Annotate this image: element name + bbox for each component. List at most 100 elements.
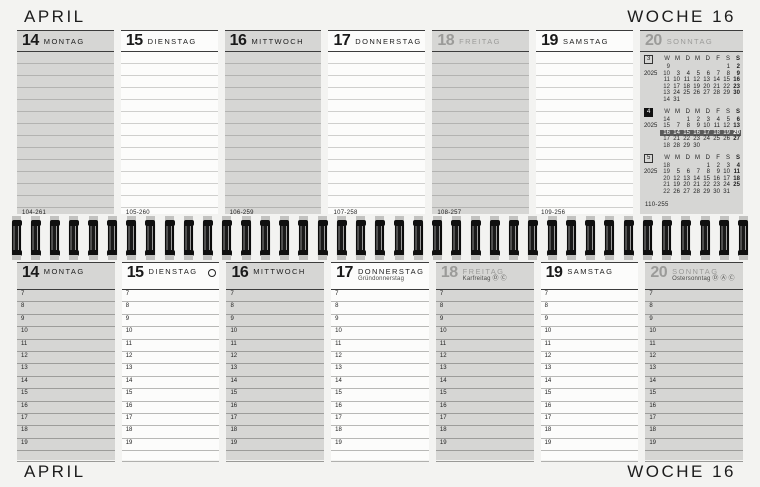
- mini-calendar-cell: 13: [683, 175, 690, 182]
- mini-calendar-cell: [701, 64, 711, 71]
- mini-calendar-cell: 3: [676, 70, 680, 77]
- mini-calendar-cell: M: [694, 154, 700, 161]
- spiral-wire-icon: [413, 220, 424, 256]
- mini-calendar-cell: 22: [663, 188, 670, 195]
- day-name: DIENSTAG: [148, 267, 198, 276]
- mini-calendar-cell: 20: [703, 83, 710, 90]
- hour-slot-row: 13: [226, 364, 325, 377]
- mini-calendar-cell: 29: [683, 142, 690, 149]
- mini-calendar-cell: [643, 117, 660, 124]
- mini-calendar-month-5: 5 W M D M D F S S 18 1 2 3 4 2025 19 5 6 7 8 9 10 11 20 12 13 14 15…: [643, 153, 741, 196]
- spiral-wire-icon: [374, 220, 385, 256]
- spiral-loop: [527, 214, 538, 262]
- spiral-wire-icon: [470, 220, 481, 256]
- mini-calendar-cell: 5: [643, 153, 660, 163]
- mini-calendar-month-3: 3 W M D M D F S S 9 1 2 2025 10 3 4 5 6 7 8 9 11 10 11 12 13 14 15 1…: [643, 55, 741, 104]
- mini-calendar-cell: 4: [686, 70, 690, 77]
- day-header: 16 MITTWOCH: [224, 30, 322, 52]
- spiral-wire-icon: [527, 220, 538, 256]
- spiral-loop: [470, 214, 481, 262]
- note-line: [432, 160, 530, 172]
- mini-calendar-cell: 25: [713, 136, 720, 143]
- mini-calendar-cell: 9: [666, 64, 670, 70]
- note-line: [120, 172, 218, 184]
- hour-slot-row: 14: [121, 377, 220, 390]
- mini-calendar-cell: 4: [736, 162, 740, 169]
- day-name: FREITAG: [462, 267, 505, 276]
- mini-calendar-month-number: 5: [643, 153, 654, 163]
- spiral-loop: [183, 214, 194, 262]
- hour-slot-row: 8: [226, 302, 325, 315]
- spiral-loop: [604, 214, 615, 262]
- hour-slot-row: 16: [226, 402, 325, 414]
- mini-calendar-cell: M: [674, 108, 680, 115]
- day-header: 15 DIENSTAG: [120, 30, 218, 52]
- mini-calendar-cell: 9: [716, 169, 720, 176]
- note-line: [432, 136, 530, 148]
- mini-calendar-cell: 30: [693, 142, 700, 149]
- hour-slot-row: 12: [17, 352, 115, 365]
- day-header: 16 MITTWOCH: [226, 262, 325, 290]
- day-column-top-17: 17 DONNERSTAG 107-258: [328, 30, 426, 216]
- hour-slot-row: 12: [645, 352, 744, 365]
- day-of-year-label: 110-255: [644, 202, 669, 208]
- spiral-wire-icon: [202, 220, 213, 256]
- mini-calendar-cell: 6: [736, 116, 740, 123]
- mini-calendar-cell: 4: [643, 107, 660, 117]
- hour-slot-row: 7: [121, 290, 220, 303]
- spiral-loop: [279, 214, 290, 262]
- note-line: [328, 100, 426, 112]
- note-line: [536, 184, 633, 196]
- spiral-loop: [413, 214, 424, 262]
- mini-calendar-cell: 10: [723, 169, 730, 176]
- mini-calendar-cell: 14: [663, 116, 670, 123]
- day-column-bottom-14: 14 MONTAG 7 8 9 10 11 12 13 14 15 16 17 18 19: [17, 262, 115, 463]
- mini-calendar-cell: 1: [706, 162, 710, 169]
- spiral-loop: [164, 214, 175, 262]
- hour-slot-row: 10: [17, 327, 115, 340]
- spiral-loop: [355, 214, 366, 262]
- note-line: [536, 76, 633, 88]
- day-column-top-16: 16 MITTWOCH 106-259: [224, 30, 322, 216]
- hour-slot-row: 15: [17, 389, 115, 402]
- hour-slot-row: 13: [121, 364, 220, 377]
- mini-calendar-cell: [671, 117, 681, 124]
- mini-calendar-cell: 5: [696, 70, 700, 77]
- day-number: 16: [231, 264, 249, 281]
- mini-calendar-cell: 15: [663, 123, 670, 130]
- hour-slot-row: 8: [331, 302, 429, 315]
- hour-slot-row: 13: [540, 364, 639, 377]
- day-name: DIENSTAG: [147, 36, 197, 46]
- spiral-loop: [623, 214, 634, 262]
- spiral-loop: [241, 214, 251, 262]
- mini-calendar-cell: [643, 64, 660, 71]
- note-line: [224, 88, 322, 100]
- day-header: 19 SAMSTAG: [540, 262, 639, 290]
- note-line: [536, 172, 633, 184]
- hour-slot-row: 12: [435, 352, 534, 365]
- mini-calendar-cell: 22: [723, 83, 730, 90]
- spiral-wire-icon: [661, 220, 672, 256]
- mini-calendar-cell: 14: [713, 77, 720, 84]
- hour-slot-row: 14: [226, 377, 325, 390]
- note-line: [328, 88, 426, 100]
- mini-calendar-cell: 1: [686, 116, 690, 123]
- spiral-binding: [0, 214, 760, 262]
- spiral-wire-icon: [241, 220, 251, 256]
- spiral-wire-icon: [432, 220, 443, 256]
- hour-slot-row: 19: [540, 439, 639, 452]
- mini-calendar-cell: S: [735, 154, 740, 161]
- mini-calendar-cell: D: [705, 56, 710, 63]
- note-line: [328, 52, 426, 64]
- day-header-text: SONNTAG Ostersonntag Ⓓ Ⓐ Ⓒ: [672, 265, 735, 289]
- mini-calendar-cell: 22: [703, 182, 710, 189]
- spiral-loop: [738, 214, 749, 262]
- mini-calendar-cell: [691, 97, 701, 104]
- mini-calendar-cell: 26: [673, 188, 680, 195]
- note-line: [536, 52, 633, 64]
- mini-calendar-month-4: 4 W M D M D F S S 14 1 2 3 4 5 6 2025 15 7 8 9 10 11 12 13 16 14 15…: [643, 107, 741, 150]
- spiral-wire-icon: [107, 220, 118, 256]
- day-name: SAMSTAG: [562, 36, 609, 46]
- mini-calendar-cell: 17: [700, 129, 711, 137]
